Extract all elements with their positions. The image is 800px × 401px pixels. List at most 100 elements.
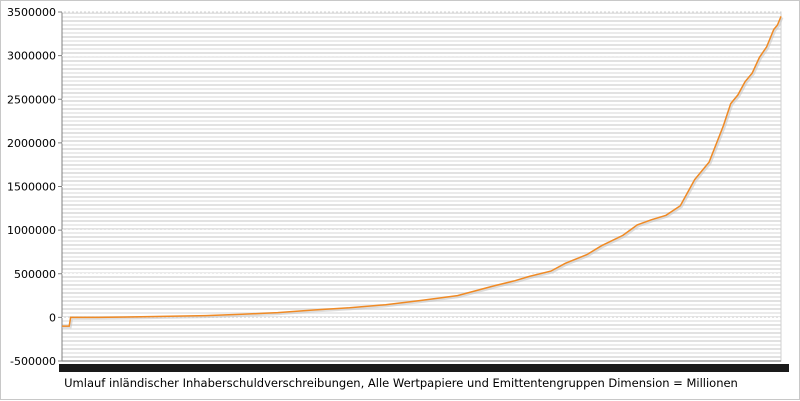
grid-band	[62, 180, 781, 182]
x-axis-label: Umlauf inländischer Inhaberschuldverschr…	[64, 376, 738, 390]
grid-band	[62, 284, 781, 286]
grid-band	[62, 332, 781, 334]
grid-band	[62, 108, 781, 110]
y-tick-label: 1000000	[7, 224, 56, 237]
grid-band	[62, 32, 781, 34]
grid-band	[62, 236, 781, 238]
grid-band	[62, 192, 781, 194]
grid-band	[62, 260, 781, 262]
grid-band	[62, 152, 781, 154]
grid-band	[62, 348, 781, 350]
y-tick-label: 3500000	[7, 6, 56, 19]
y-tick-label: 2000000	[7, 137, 56, 150]
x-axis	[59, 360, 789, 372]
grid-band	[62, 172, 781, 174]
grid-band	[62, 12, 781, 14]
y-axis: -500000 0 500000 1000000 1500000 2000000 25000…	[7, 6, 781, 368]
grid-band	[62, 272, 781, 274]
grid-band	[62, 168, 781, 170]
grid-band	[62, 196, 781, 198]
grid-band	[62, 340, 781, 342]
grid-band	[62, 60, 781, 62]
grid-band	[62, 148, 781, 150]
grid-band	[62, 124, 781, 126]
grid-band	[62, 136, 781, 138]
grid-band	[62, 92, 781, 94]
grid-band	[62, 344, 781, 346]
grid-band	[62, 308, 781, 310]
grid-band	[62, 204, 781, 206]
grid-band	[62, 144, 781, 146]
grid-band	[62, 64, 781, 66]
grid-band	[62, 156, 781, 158]
y-tick-label: 0	[49, 311, 56, 324]
y-tick-label: 500000	[14, 268, 56, 281]
grid-band	[62, 292, 781, 294]
grid-band	[62, 336, 781, 338]
grid-band	[62, 132, 781, 134]
grid-band	[62, 280, 781, 282]
grid-band	[62, 244, 781, 246]
grid-band	[62, 268, 781, 270]
grid-band	[62, 80, 781, 82]
grid-band	[62, 104, 781, 106]
grid-band	[62, 44, 781, 46]
grid-band	[62, 28, 781, 30]
grid-band	[62, 140, 781, 142]
grid-band	[62, 208, 781, 210]
grid-band	[62, 52, 781, 54]
grid-band	[62, 164, 781, 166]
grid-band	[62, 160, 781, 162]
grid-band	[62, 16, 781, 18]
grid-band	[62, 100, 781, 102]
grid-band	[62, 112, 781, 114]
grid-band	[62, 40, 781, 42]
y-tick-label: -500000	[10, 355, 56, 368]
grid-band	[62, 232, 781, 234]
grid-band	[62, 228, 781, 230]
grid-band	[62, 252, 781, 254]
x-tick-labels-dense	[59, 364, 789, 372]
grid-band	[62, 256, 781, 258]
grid-band	[62, 276, 781, 278]
grid-band	[62, 76, 781, 78]
grid-band	[62, 36, 781, 38]
grid-band	[62, 128, 781, 130]
grid-band	[62, 200, 781, 202]
grid-band	[62, 56, 781, 58]
series-line-shadow	[63, 16, 784, 329]
grid-band	[62, 320, 781, 322]
grid-band	[62, 248, 781, 250]
grid-band	[62, 84, 781, 86]
grid-band	[62, 324, 781, 326]
grid-band	[62, 188, 781, 190]
series-line	[62, 16, 782, 327]
grid-band	[62, 116, 781, 118]
grid-band	[62, 316, 781, 318]
grid-band	[62, 212, 781, 214]
grid-band	[62, 176, 781, 178]
grid-band	[62, 352, 781, 354]
y-tick-label: 3000000	[7, 50, 56, 63]
grid-band	[62, 312, 781, 314]
grid-band	[62, 356, 781, 358]
grid-band	[62, 328, 781, 330]
grid-band	[62, 184, 781, 186]
grid-band	[62, 20, 781, 22]
grid-band	[62, 120, 781, 122]
grid-band	[62, 304, 781, 306]
grid-bands	[61, 11, 782, 362]
y-tick-label: 2500000	[7, 93, 56, 106]
y-tick-label: 1500000	[7, 181, 56, 194]
grid-band	[62, 48, 781, 50]
grid-band	[62, 288, 781, 290]
grid-band	[62, 68, 781, 70]
grid-band	[62, 240, 781, 242]
grid-band	[62, 216, 781, 218]
grid-band	[62, 296, 781, 298]
grid-band	[62, 224, 781, 226]
series-lines	[62, 16, 784, 329]
grid-band	[62, 96, 781, 98]
